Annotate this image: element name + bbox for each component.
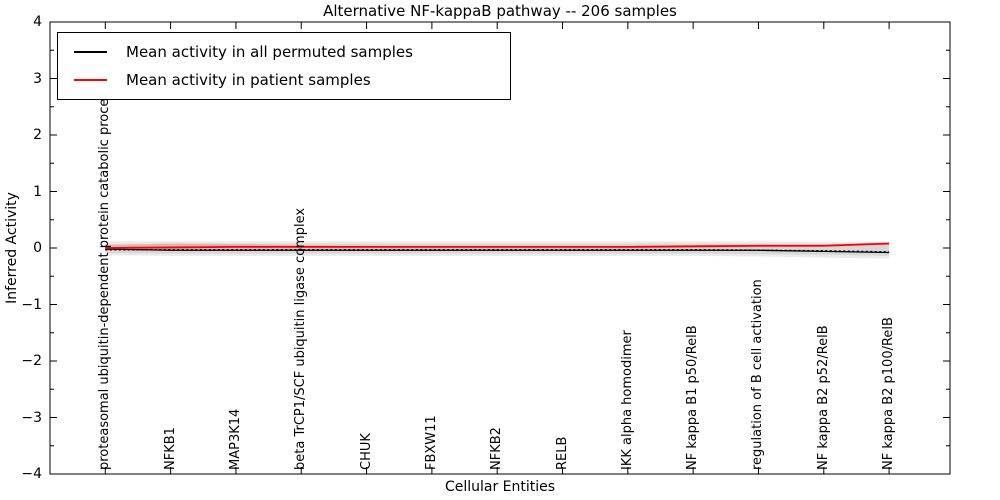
legend-label-patient: Mean activity in patient samples: [126, 71, 371, 89]
y-tick-label: 0: [33, 240, 42, 256]
chart-title: Alternative NF-kappaB pathway -- 206 sam…: [323, 2, 677, 20]
x-tick-label: IKK alpha homodimer: [619, 330, 635, 470]
x-tick-label: beta TrCP1/SCF ubiquitin ligase complex: [293, 207, 309, 470]
x-tick-label: FBXW11: [423, 415, 439, 470]
x-tick-label: MAP3K14: [227, 408, 243, 470]
y-tick-label: −2: [21, 353, 42, 369]
x-tick-label: regulation of B cell activation: [750, 279, 766, 470]
legend: Mean activity in all permuted samples Me…: [57, 32, 511, 100]
y-tick-label: −3: [21, 409, 42, 426]
y-tick-label: 3: [33, 70, 42, 87]
axis-ticks: [50, 21, 950, 475]
y-tick-label: 4: [33, 14, 42, 30]
y-tick-label: −1: [21, 296, 42, 313]
permuted-overlay-dotted-line: [105, 248, 890, 253]
x-tick-label: NFKB1: [162, 427, 178, 470]
x-tick-label: NFKB2: [489, 427, 505, 470]
x-tick-label: NF kappa B2 p100/RelB: [881, 317, 897, 470]
x-tick-label: RELB: [554, 436, 570, 470]
legend-entry-patient: Mean activity in patient samples: [58, 71, 510, 89]
y-tick-label: 2: [33, 127, 42, 143]
x-tick-label: CHUK: [358, 433, 374, 470]
patient-mean-line: [105, 242, 890, 249]
x-tick-label: NF kappa B2 p52/RelB: [815, 325, 831, 470]
x-tick-label: NF kappa B1 p50/RelB: [685, 325, 701, 470]
y-tick-label: −4: [21, 466, 42, 482]
legend-label-permuted: Mean activity in all permuted samples: [126, 43, 413, 61]
legend-line-sample-black: [74, 51, 107, 53]
x-tick-label: proteasomal ubiquitin-dependent protein …: [97, 85, 113, 470]
legend-entry-permuted: Mean activity in all permuted samples: [58, 43, 510, 61]
x-axis-label: Cellular Entities: [444, 479, 556, 495]
legend-line-sample-red: [74, 79, 107, 81]
y-tick-label: 1: [33, 183, 42, 200]
